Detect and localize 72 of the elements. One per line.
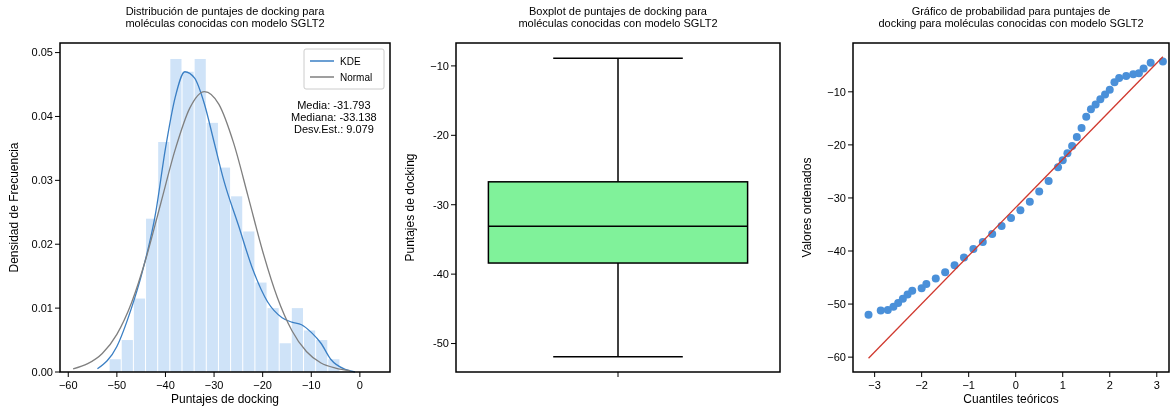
point: [1086, 105, 1095, 114]
x-tick-label: 2: [1106, 379, 1113, 391]
annotation: Desv.Est.: 9.079: [293, 123, 374, 135]
x-tick-label: −40: [156, 379, 175, 391]
point: [898, 294, 907, 303]
x-axis-title: Puntajes de docking: [170, 392, 280, 406]
point: [894, 299, 903, 308]
y-tick-label: 0.00: [31, 365, 53, 378]
point: [1025, 197, 1034, 206]
point: [1101, 90, 1110, 99]
point: [1122, 71, 1131, 80]
y-tick-label: 0.05: [31, 46, 53, 59]
chart-title: Gráfico de probabilidad para puntajes de docking para moléculas conocidas con modelo SGLT2: [878, 5, 1144, 29]
point: [1077, 123, 1086, 132]
point: [1139, 64, 1148, 73]
y-tick-label: -50: [433, 337, 449, 350]
y-axis-title: Densidad de Frecuencia: [7, 142, 21, 273]
y-tick-label: -40: [433, 267, 449, 280]
y-tick-label: -20: [433, 129, 449, 142]
point: [1044, 176, 1053, 185]
point: [864, 310, 873, 319]
x-tick-label: −3: [868, 379, 881, 391]
point: [1007, 214, 1015, 223]
legend-label: Normal: [340, 71, 373, 83]
point: [1158, 57, 1167, 66]
y-tick-label: 0.03: [31, 174, 53, 187]
legend-label: KDE: [340, 55, 361, 67]
point: [876, 306, 885, 315]
x-tick-label: −20: [253, 379, 272, 391]
x-tick-label: −10: [301, 379, 321, 391]
x-axis-title: Cuantiles teóricos: [963, 392, 1059, 406]
x-tick-label: −30: [204, 379, 224, 391]
y-tick-label: 0.02: [31, 238, 53, 251]
x-tick-label: −60: [58, 379, 78, 391]
y-tick-label: −40: [827, 244, 846, 257]
y-tick-label: −10: [430, 59, 449, 72]
x-tick-label: 3: [1153, 379, 1160, 391]
x-tick-label: −2: [915, 379, 928, 391]
x-tick-label: −50: [107, 379, 127, 391]
point: [1072, 132, 1081, 141]
point: [1134, 69, 1143, 78]
y-tick-label: −10: [827, 85, 846, 98]
annotation: Mediana: -33.138: [291, 111, 377, 123]
point: [1035, 187, 1044, 196]
point: [1082, 112, 1091, 121]
y-tick-label: -30: [433, 198, 449, 211]
point: [883, 305, 892, 314]
y-axis-title: Valores ordenados: [800, 157, 814, 258]
chart-title: Distribución de puntajes de docking para moléculas conocidas con modelo SGLT2: [125, 5, 326, 29]
x-tick-label: −1: [962, 379, 975, 391]
y-tick-label: −60: [827, 350, 846, 363]
x-tick-label: 0: [356, 379, 363, 391]
y-tick-label: 0.01: [31, 301, 53, 314]
annotation: Media: -31.793: [297, 99, 371, 111]
y-tick-label: 0.04: [31, 110, 53, 123]
x-tick-label: 1: [1059, 379, 1066, 391]
point: [931, 274, 940, 283]
point: [922, 279, 931, 288]
point: [1146, 58, 1155, 67]
y-tick-label: −20: [827, 138, 846, 151]
point: [1016, 206, 1025, 215]
y-tick-label: −30: [827, 191, 846, 204]
point: [941, 268, 950, 277]
x-tick-label: 0: [1012, 379, 1019, 391]
point: [1096, 95, 1105, 104]
y-axis-title: Puntajes de docking: [403, 153, 417, 262]
y-tick-label: −50: [827, 297, 846, 310]
point: [1115, 74, 1124, 83]
point: [1091, 100, 1100, 109]
point: [908, 286, 917, 295]
point: [1105, 85, 1114, 94]
chart-title: Boxplot de puntajes de docking para moléculas conocidas con modelo SGLT2: [518, 5, 718, 29]
